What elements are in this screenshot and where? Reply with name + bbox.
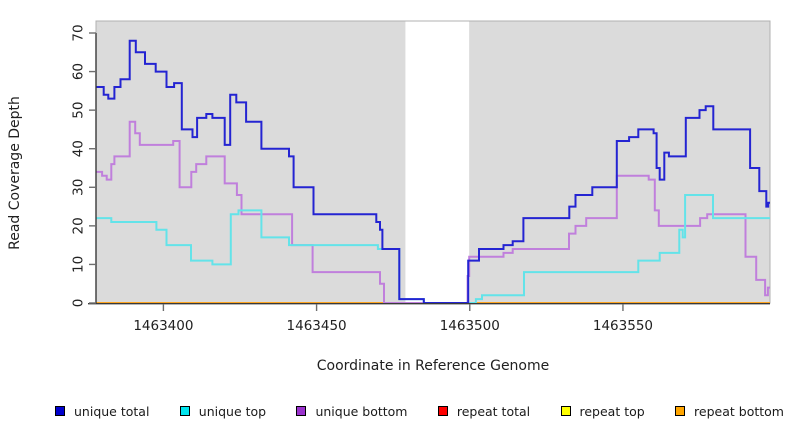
y-axis-title-text: Read Coverage Depth xyxy=(7,95,24,250)
legend-swatch-icon xyxy=(296,406,307,416)
no-data-gap xyxy=(405,21,470,303)
legend-item-unique-bottom: unique bottom xyxy=(296,403,408,419)
y-tick-label: 10 xyxy=(71,256,87,273)
legend-label: repeat total xyxy=(456,403,531,419)
series-unique-bottom xyxy=(96,120,770,304)
y-tick-label: 20 xyxy=(71,217,87,234)
legend: unique total unique top unique bottom repea… xyxy=(0,398,792,424)
legend-label: unique bottom xyxy=(315,403,408,419)
legend-swatch-icon xyxy=(437,406,448,416)
legend-label: unique total xyxy=(74,403,150,419)
legend-item-repeat-total: repeat total xyxy=(437,403,531,419)
legend-item-unique-top: unique top xyxy=(179,403,267,419)
y-tick-label: 60 xyxy=(71,63,87,80)
x-tick-label: 1463500 xyxy=(440,318,500,334)
legend-label: unique top xyxy=(198,403,267,419)
legend-swatch-icon xyxy=(55,406,65,416)
y-tick-label: 70 xyxy=(71,24,87,41)
x-axis-title: Coordinate in Reference Genome xyxy=(316,358,550,374)
legend-label: repeat top xyxy=(579,403,645,419)
y-tick-label: 30 xyxy=(71,179,87,196)
legend-swatch-icon xyxy=(179,406,190,416)
legend-item-repeat-bottom: repeat bottom xyxy=(675,404,784,419)
y-axis-title: Read Coverage Depth xyxy=(2,0,28,345)
y-tick-label: 50 xyxy=(71,102,87,119)
legend-swatch-icon xyxy=(675,406,686,416)
x-tick-label: 1463550 xyxy=(593,318,653,334)
x-tick-label: 1463450 xyxy=(287,318,347,334)
legend-swatch-icon xyxy=(560,406,571,416)
x-tick-label: 1463400 xyxy=(133,318,193,334)
legend-item-repeat-top: repeat top xyxy=(560,403,645,419)
y-tick-label: 40 xyxy=(71,140,87,157)
series-unique-total xyxy=(96,39,770,304)
y-tick-label: 0 xyxy=(71,299,87,308)
legend-item-unique-total: unique total xyxy=(55,404,149,419)
legend-label: repeat bottom xyxy=(694,403,784,419)
coverage-plot: 0 10 20 30 40 50 60 70 1463400 1463450 1463500 1463… xyxy=(71,20,771,334)
